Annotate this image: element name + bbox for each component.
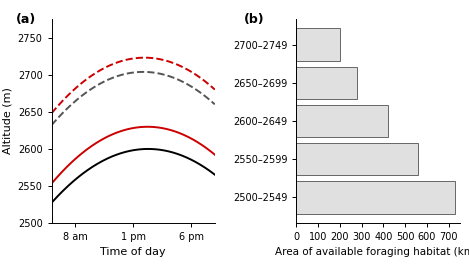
X-axis label: Time of day: Time of day	[100, 247, 166, 257]
Bar	[296, 29, 340, 61]
Text: (a): (a)	[15, 13, 36, 26]
X-axis label: Area of available foraging habitat (km²): Area of available foraging habitat (km²)	[274, 247, 469, 257]
Bar	[296, 105, 388, 137]
Bar	[296, 181, 455, 213]
Y-axis label: Altitude (m): Altitude (m)	[2, 87, 12, 155]
Bar	[296, 67, 357, 99]
Text: (b): (b)	[244, 13, 265, 26]
Bar	[296, 143, 418, 175]
